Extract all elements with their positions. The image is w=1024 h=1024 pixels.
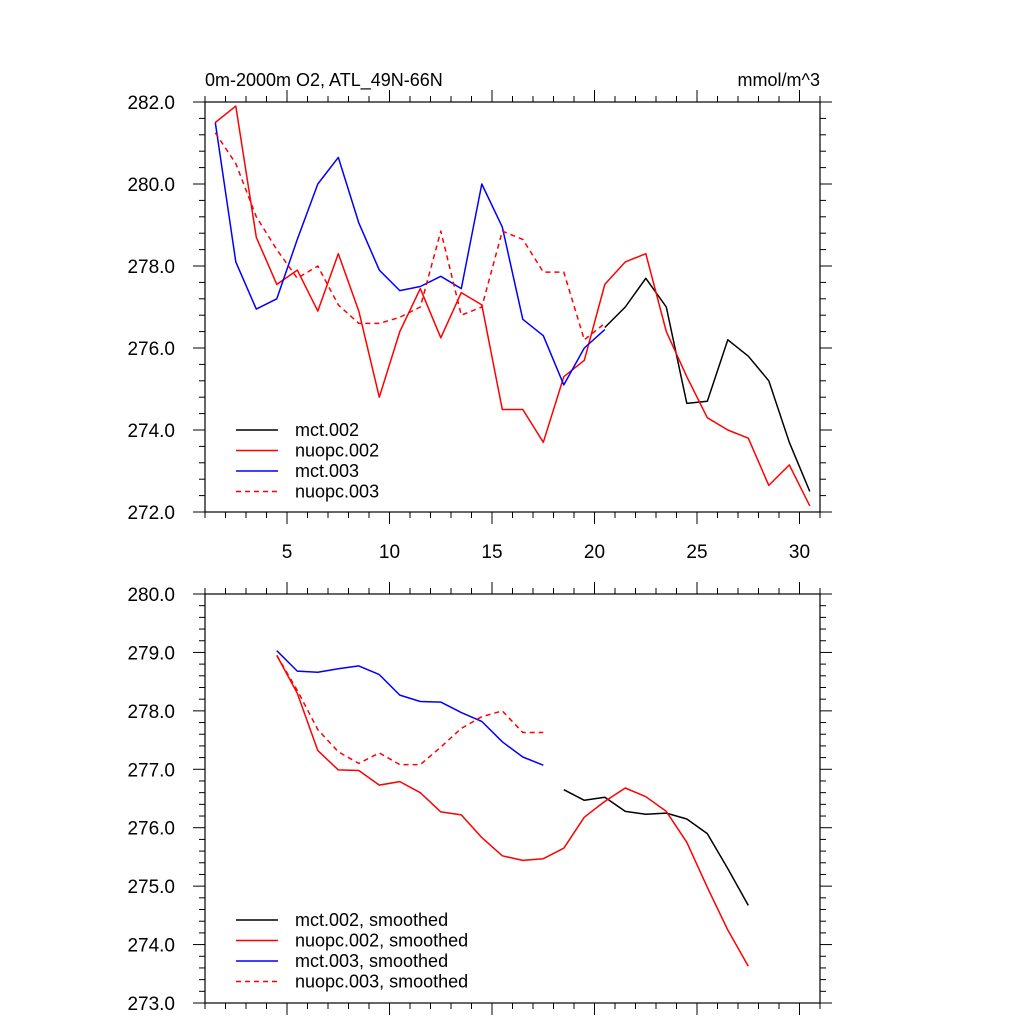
y-tick-label: 274.0: [127, 421, 175, 442]
series-line: [214, 105, 811, 507]
y-tick-label: 280.0: [127, 175, 175, 196]
y-tick-label: 280.0: [127, 585, 175, 606]
y-tick-label: 278.0: [127, 257, 175, 278]
legend-label: nuopc.002: [295, 441, 379, 461]
bottom-plot: 273.0 274.0 275.0 276.0 277.0 278.0 279.0 280.0…: [127, 582, 832, 1015]
top-plot: 272.0 274.0 276.0 278.0 280.0 282.0 5 10 15 20 25 3…: [127, 90, 832, 563]
units-label: mmol/m^3: [738, 70, 820, 90]
x-tick-label: 20: [584, 542, 605, 563]
legend-label: mct.002, smoothed: [295, 910, 448, 930]
series-line: [563, 789, 749, 906]
y-tick-label: 277.0: [127, 760, 175, 781]
legend-label: nuopc.002, smoothed: [295, 931, 468, 951]
legend-label: mct.002: [295, 420, 359, 440]
y-tick-label: 278.0: [127, 702, 175, 723]
y-tick-label: 275.0: [127, 877, 175, 898]
x-tick-label: 10: [379, 542, 400, 563]
y-tick-label: 282.0: [127, 93, 175, 114]
x-tick-label: 15: [481, 542, 502, 563]
series-line: [276, 655, 749, 967]
y-tick-label: 276.0: [127, 339, 175, 360]
y-tick-label: 273.0: [127, 994, 175, 1015]
x-tick-label: 5: [282, 542, 293, 563]
series-line: [276, 650, 544, 766]
chart-title: 0m-2000m O2, ATL_49N-66N: [205, 70, 443, 91]
series-line: [604, 277, 811, 492]
legend-label: mct.003, smoothed: [295, 951, 448, 971]
series-line: [214, 122, 606, 386]
x-tick-label: 25: [686, 542, 707, 563]
series-line: [214, 132, 606, 341]
y-tick-label: 276.0: [127, 819, 175, 840]
series-line: [276, 655, 544, 766]
y-tick-label: 279.0: [127, 643, 175, 664]
x-tick-label: 30: [789, 542, 810, 563]
legend-label: mct.003: [295, 461, 359, 481]
y-tick-label: 272.0: [127, 503, 175, 524]
legend-label: nuopc.003: [295, 482, 379, 502]
y-tick-label: 274.0: [127, 936, 175, 957]
legend-label: nuopc.003, smoothed: [295, 972, 468, 992]
